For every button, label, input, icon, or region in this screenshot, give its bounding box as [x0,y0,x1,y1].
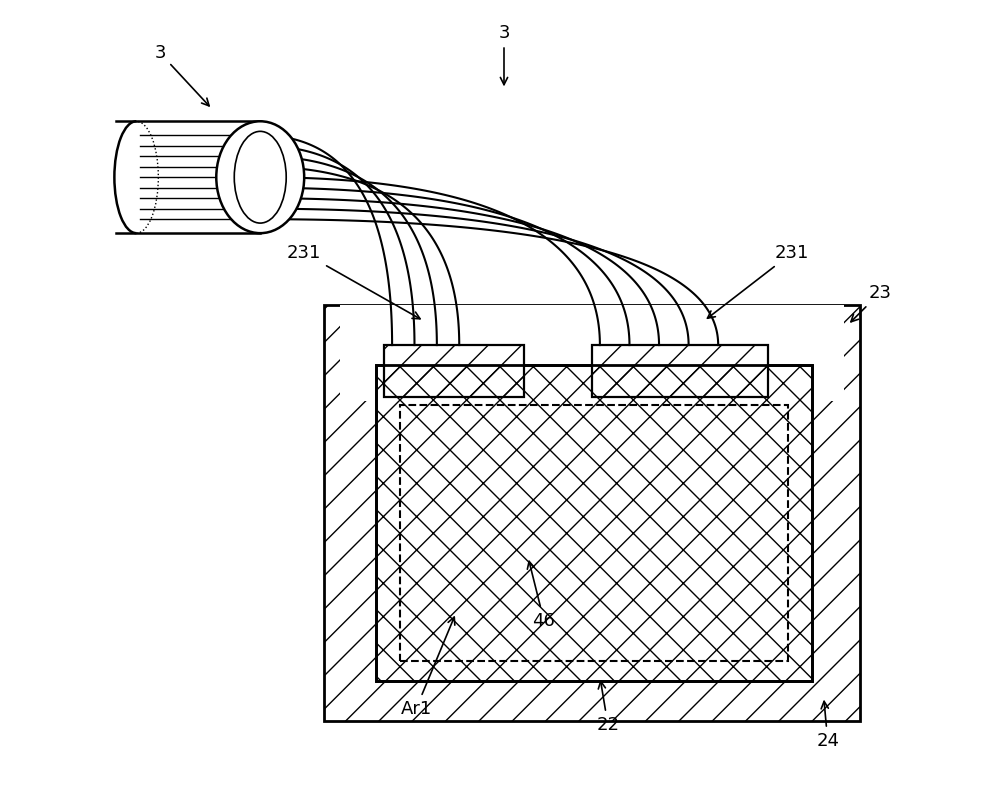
Text: 23: 23 [851,284,891,322]
Text: 231: 231 [707,244,809,318]
Bar [116,121,260,233]
Text: 231: 231 [287,244,420,318]
Text: Ar1: Ar1 [400,617,455,718]
Text: 46: 46 [527,561,555,630]
Text: 3: 3 [155,44,209,106]
Bar [384,345,524,397]
Bar [400,405,788,661]
Bar [324,305,860,721]
Bar [376,365,812,681]
Bar [340,305,844,401]
Text: 22: 22 [596,682,619,734]
Ellipse shape [216,121,304,233]
Text: 24: 24 [816,701,839,750]
Bar [376,365,812,681]
Text: 3: 3 [498,24,510,85]
Bar [592,345,768,397]
